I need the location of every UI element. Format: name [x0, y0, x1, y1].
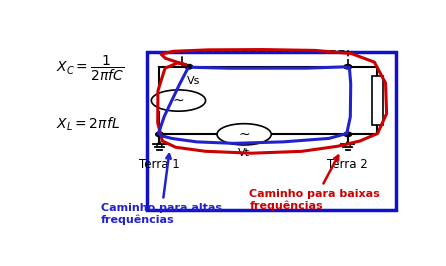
Ellipse shape [217, 124, 271, 145]
Bar [372, 76, 383, 125]
Bar [147, 52, 396, 210]
Text: Terra 1: Terra 1 [139, 158, 180, 171]
Bar [182, 51, 348, 67]
Text: $X_L = 2\pi fL$: $X_L = 2\pi fL$ [56, 115, 120, 133]
Text: Caminho para altas
frequências: Caminho para altas frequências [101, 154, 222, 225]
Circle shape [156, 132, 163, 136]
Circle shape [344, 132, 351, 136]
Ellipse shape [151, 90, 206, 111]
Text: Terra 2: Terra 2 [327, 158, 368, 171]
Text: ~: ~ [238, 127, 250, 141]
Text: Vs: Vs [187, 76, 200, 86]
Text: $X_C = \dfrac{1}{2\pi fC}$: $X_C = \dfrac{1}{2\pi fC}$ [56, 54, 124, 84]
Text: ~: ~ [173, 94, 184, 107]
Circle shape [185, 64, 193, 69]
Text: Caminho para baixas
frequências: Caminho para baixas frequências [249, 156, 380, 211]
Text: Vt: Vt [238, 148, 250, 158]
Circle shape [344, 64, 351, 69]
